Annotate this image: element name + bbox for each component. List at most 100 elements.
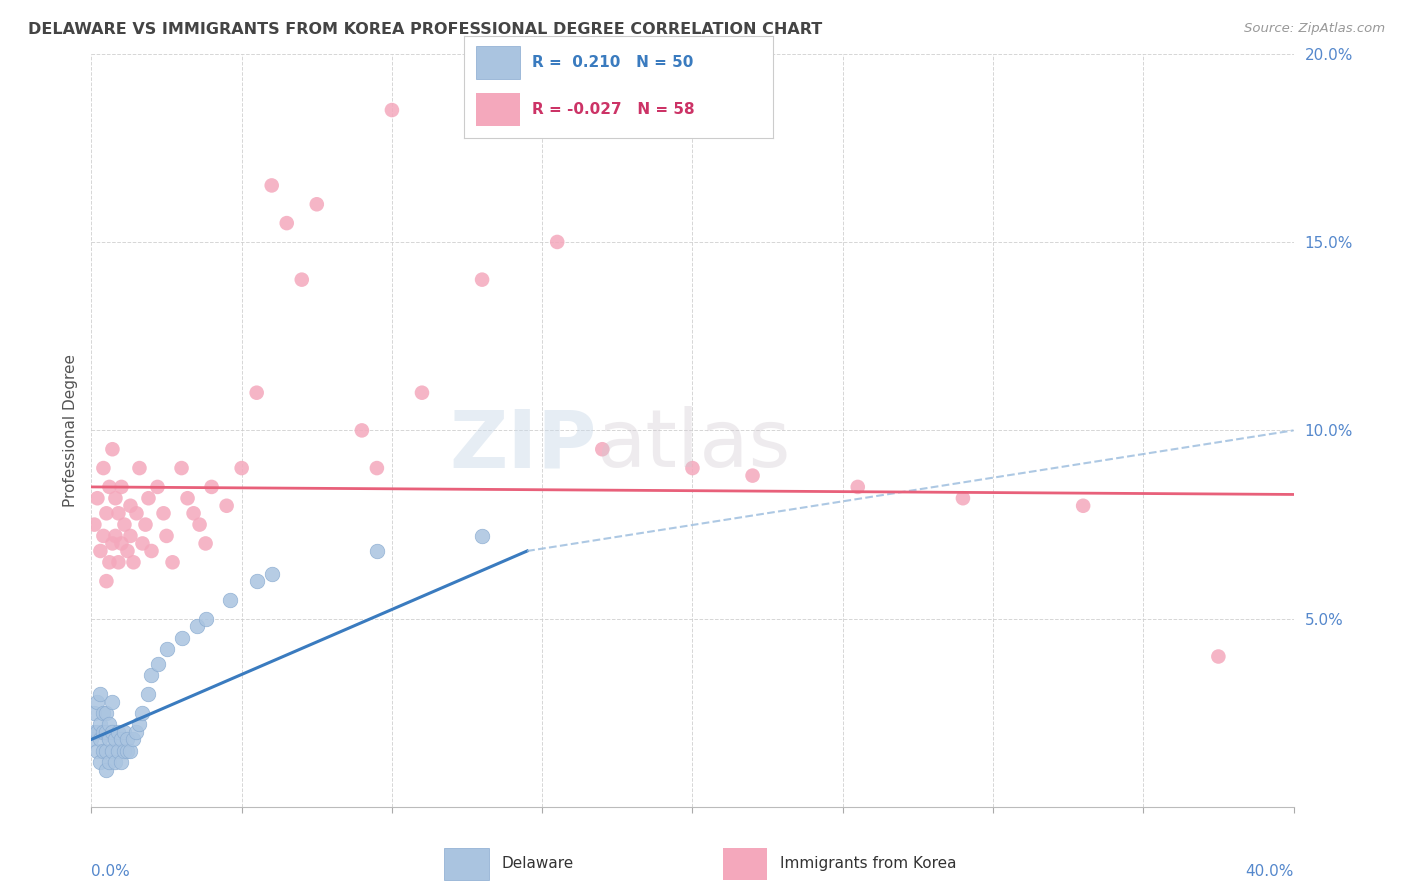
Point: [120, 499, 142, 513]
Text: 0.0%: 0.0%: [91, 863, 131, 879]
Point: [86, 744, 108, 758]
Point: [93, 529, 115, 543]
Point: [246, 574, 269, 589]
Point: [471, 273, 494, 287]
Point: [110, 755, 132, 769]
Point: [194, 612, 217, 626]
Point: [80, 732, 103, 747]
Point: [366, 544, 388, 558]
Point: [1071, 499, 1094, 513]
Point: [188, 517, 211, 532]
Bar: [477, 93, 520, 126]
Point: [128, 717, 150, 731]
Bar: [477, 45, 520, 78]
Point: [122, 555, 145, 569]
Point: [141, 668, 163, 682]
Point: [117, 732, 139, 747]
Point: [125, 506, 148, 520]
Text: Source: ZipAtlas.com: Source: ZipAtlas.com: [1244, 22, 1385, 36]
Point: [1208, 649, 1230, 664]
Point: [93, 706, 115, 720]
Point: [96, 706, 118, 720]
Point: [110, 480, 132, 494]
Point: [155, 642, 177, 657]
Point: [93, 724, 115, 739]
Point: [107, 506, 129, 520]
Point: [101, 724, 124, 739]
Point: [89, 732, 111, 747]
Text: Delaware: Delaware: [502, 855, 574, 871]
Point: [89, 717, 111, 731]
Point: [114, 517, 136, 532]
Point: [146, 657, 169, 671]
Point: [98, 755, 121, 769]
Point: [96, 506, 118, 520]
Point: [98, 480, 121, 494]
Point: [96, 574, 118, 589]
Point: [350, 424, 373, 438]
Point: [411, 385, 433, 400]
Point: [101, 536, 124, 550]
Point: [131, 536, 153, 550]
Point: [215, 499, 238, 513]
Point: [89, 687, 111, 701]
Point: [183, 506, 205, 520]
Point: [741, 468, 763, 483]
Point: [201, 480, 224, 494]
Point: [131, 706, 153, 720]
Point: [104, 529, 127, 543]
Point: [104, 491, 127, 506]
Text: atlas: atlas: [596, 407, 790, 484]
Point: [101, 744, 124, 758]
Point: [107, 555, 129, 569]
Point: [83, 724, 105, 739]
Point: [381, 103, 404, 117]
Bar: [723, 848, 768, 880]
Point: [98, 717, 121, 731]
Point: [120, 744, 142, 758]
Point: [101, 442, 124, 457]
Point: [96, 724, 118, 739]
Point: [471, 529, 494, 543]
Point: [194, 536, 217, 550]
Text: DELAWARE VS IMMIGRANTS FROM KOREA PROFESSIONAL DEGREE CORRELATION CHART: DELAWARE VS IMMIGRANTS FROM KOREA PROFES…: [28, 22, 823, 37]
Point: [96, 744, 118, 758]
Point: [291, 273, 314, 287]
Point: [591, 442, 613, 457]
Point: [260, 178, 283, 193]
Point: [366, 461, 388, 475]
Point: [218, 593, 240, 607]
Point: [86, 724, 108, 739]
Point: [170, 631, 193, 645]
Point: [86, 695, 108, 709]
Point: [98, 555, 121, 569]
Point: [98, 732, 121, 747]
Point: [138, 491, 160, 506]
Text: R =  0.210   N = 50: R = 0.210 N = 50: [531, 54, 693, 70]
Point: [101, 695, 124, 709]
Point: [846, 480, 869, 494]
Text: R = -0.027   N = 58: R = -0.027 N = 58: [531, 102, 695, 117]
Point: [170, 461, 193, 475]
Point: [305, 197, 328, 211]
Point: [125, 724, 148, 739]
Point: [114, 724, 136, 739]
Point: [114, 744, 136, 758]
Point: [146, 480, 169, 494]
Point: [231, 461, 253, 475]
Text: 40.0%: 40.0%: [1246, 863, 1294, 879]
Text: Immigrants from Korea: Immigrants from Korea: [779, 855, 956, 871]
Point: [89, 755, 111, 769]
Point: [96, 763, 118, 777]
Point: [120, 529, 142, 543]
Point: [83, 517, 105, 532]
Point: [89, 544, 111, 558]
Point: [152, 506, 174, 520]
Point: [246, 385, 269, 400]
Point: [93, 744, 115, 758]
Point: [138, 687, 160, 701]
Point: [134, 517, 156, 532]
Point: [162, 555, 184, 569]
Point: [104, 732, 127, 747]
Point: [546, 235, 568, 249]
